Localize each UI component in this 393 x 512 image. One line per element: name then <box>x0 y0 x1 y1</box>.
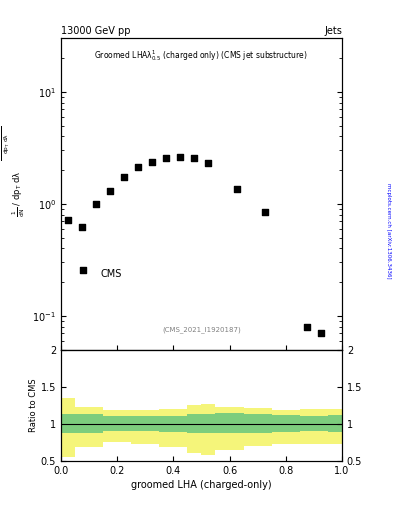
Point <box>93 200 99 208</box>
Point <box>191 154 198 162</box>
Text: 13000 GeV pp: 13000 GeV pp <box>61 26 130 36</box>
Point <box>261 208 268 216</box>
Text: CMS: CMS <box>100 269 121 279</box>
Text: Jets: Jets <box>324 26 342 36</box>
Point <box>149 158 155 166</box>
Point <box>304 323 310 331</box>
Point <box>135 162 141 170</box>
Point <box>121 173 127 181</box>
Text: Groomed LHA$\lambda^{1}_{0.5}$ (charged only) (CMS jet substructure): Groomed LHA$\lambda^{1}_{0.5}$ (charged … <box>94 48 309 62</box>
X-axis label: groomed LHA (charged-only): groomed LHA (charged-only) <box>131 480 272 490</box>
Point <box>205 159 211 167</box>
Point <box>318 329 324 337</box>
Point <box>65 216 71 224</box>
Text: $\frac{\mathrm{mathrm\ d}N}{\mathrm{d}p_T\ \mathrm{d}\lambda}$: $\frac{\mathrm{mathrm\ d}N}{\mathrm{d}p_… <box>0 125 13 161</box>
Text: mcplots.cern.ch [arXiv:1306.3436]: mcplots.cern.ch [arXiv:1306.3436] <box>386 183 391 278</box>
Text: (CMS_2021_I1920187): (CMS_2021_I1920187) <box>162 326 241 332</box>
Point <box>177 153 184 161</box>
Point <box>79 223 85 231</box>
Point <box>233 185 240 194</box>
Y-axis label: $\frac{1}{\mathrm{d}N}\ /\ \mathrm{d}p_\mathrm{T}\ \mathrm{d}\lambda$: $\frac{1}{\mathrm{d}N}\ /\ \mathrm{d}p_\… <box>10 170 27 218</box>
Point <box>107 187 113 195</box>
Point <box>80 266 86 274</box>
Point <box>163 154 169 162</box>
Y-axis label: Ratio to CMS: Ratio to CMS <box>29 378 38 432</box>
